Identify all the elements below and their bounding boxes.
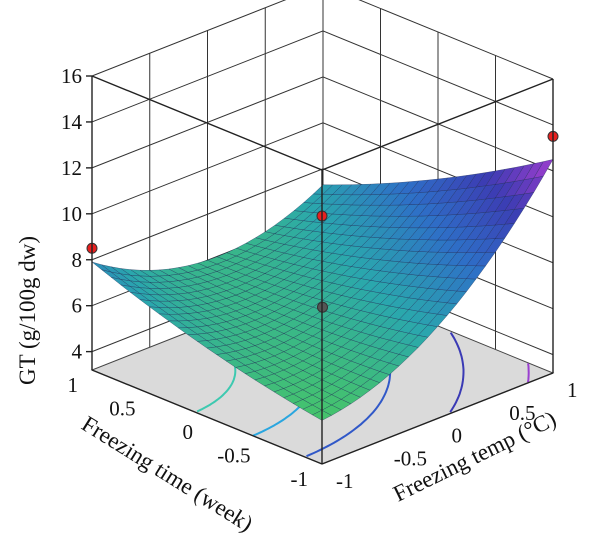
- z-tick-label: 6: [72, 294, 83, 318]
- axis-edge: [321, 372, 554, 465]
- y-tick-label: -0.5: [217, 444, 250, 468]
- wall-gridline: [91, 0, 554, 80]
- x-tick-label: 0.5: [509, 401, 535, 425]
- x-tick-label: 1: [567, 378, 578, 402]
- x-tick-label: -1: [336, 469, 354, 493]
- z-tick-label: 12: [61, 156, 82, 180]
- y-tick-label: -1: [291, 467, 309, 491]
- axes-box: [91, 75, 554, 465]
- z-tick-label: 4: [72, 340, 83, 364]
- y-axis-label: Freezing time (week): [77, 411, 257, 535]
- y-tick-labels: -1 -0.5 0 0.5 1: [68, 373, 309, 491]
- axis-edge: [91, 369, 323, 465]
- z-tick-labels: 4 6 8 10 12 14 16: [61, 64, 92, 364]
- y-tick-label: 0.5: [109, 397, 135, 421]
- x-tick-label: 0: [452, 424, 463, 448]
- axis-edge: [321, 78, 554, 171]
- surface-cell: [533, 159, 554, 179]
- x-tick-label: -0.5: [394, 446, 427, 470]
- axis-edge: [91, 75, 323, 171]
- x-tick-labels: -1 -0.5 0 0.5 1: [336, 378, 578, 493]
- response-surface: [91, 159, 554, 421]
- z-tick-label: 16: [61, 64, 82, 88]
- contour-line: [449, 332, 465, 413]
- z-tick-label: 10: [61, 202, 82, 226]
- contour-line: [527, 363, 530, 383]
- z-tick-label: 14: [61, 110, 83, 134]
- y-tick-label: 1: [68, 373, 79, 397]
- y-tick-label: 0: [183, 420, 194, 444]
- z-axis-label: GT (g/100g dw): [15, 236, 40, 385]
- z-tick-label: 8: [72, 248, 83, 272]
